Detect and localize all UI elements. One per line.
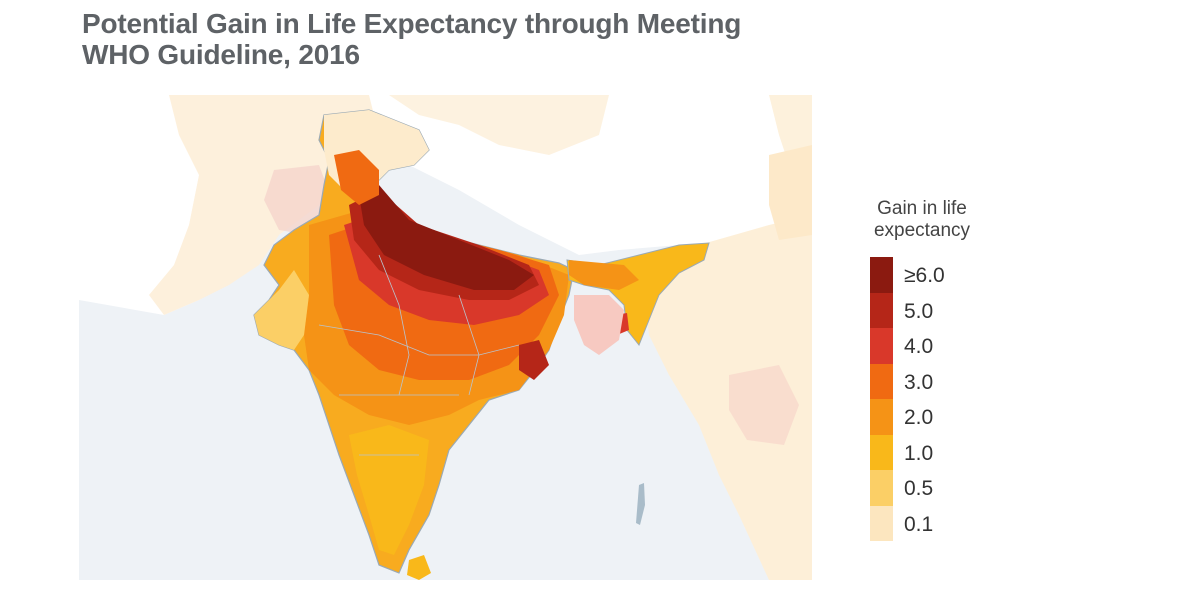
legend-label: 4.0 (904, 335, 934, 358)
region-northwest-pale (254, 270, 309, 350)
legend-swatch (870, 328, 893, 364)
india-air-quality-map (79, 95, 812, 580)
legend-item: 4.0 (870, 328, 990, 364)
region-himalaya (334, 150, 379, 205)
land-pakistan (149, 95, 379, 315)
legend-label: 2.0 (904, 406, 934, 429)
land-china-east (769, 145, 812, 240)
sri-lanka (407, 555, 431, 580)
region-south-1-0 (349, 425, 429, 555)
legend-item: 0.1 (870, 505, 990, 541)
legend-label: ≥6.0 (904, 264, 945, 287)
region-east-hotspot (519, 340, 549, 380)
legend-title-line-2: expectancy (873, 220, 971, 241)
legend-title-line-1: Gain in life (877, 198, 967, 219)
legend-item: 0.5 (870, 470, 990, 506)
map-panel[interactable] (79, 95, 812, 580)
legend-swatch (870, 363, 893, 399)
legend-label: 3.0 (904, 370, 934, 394)
legend-item: 2.0 (870, 399, 990, 435)
legend-label: 5.0 (904, 299, 934, 323)
legend-item: 3.0 (870, 363, 990, 399)
legend-item: 5.0 (870, 292, 990, 328)
northeast-strip (569, 260, 639, 290)
land-east (639, 215, 812, 580)
legend-item: 1.0 (870, 434, 990, 470)
land-tibet-pale (389, 95, 609, 155)
legend-swatch (870, 399, 893, 435)
legend-label: 0.5 (904, 477, 934, 500)
state-borders (318, 254, 520, 456)
andaman-islands (636, 483, 645, 525)
legend-swatch (870, 257, 893, 293)
bangladesh (574, 295, 624, 355)
region-6-plus (359, 185, 534, 290)
chart-title-line-2: WHO Guideline, 2016 (82, 39, 360, 70)
legend: ≥6.0 5.0 4.0 3.0 2.0 1.0 0.5 0.1 (870, 257, 990, 541)
chart-title: Potential Gain in Life Expectancy throug… (82, 8, 802, 70)
legend-label: 0.1 (904, 512, 934, 536)
legend-swatch (870, 434, 893, 470)
legend-title: Gain in life expectancy (852, 198, 992, 242)
legend-swatch (870, 505, 893, 541)
land-myanmar-hotspot (729, 365, 799, 445)
legend-swatch (870, 292, 893, 328)
legend-swatch (870, 470, 893, 506)
legend-item: ≥6.0 (870, 257, 990, 293)
chart-title-line-1: Potential Gain in Life Expectancy throug… (82, 8, 742, 39)
legend-label: 1.0 (904, 441, 934, 465)
